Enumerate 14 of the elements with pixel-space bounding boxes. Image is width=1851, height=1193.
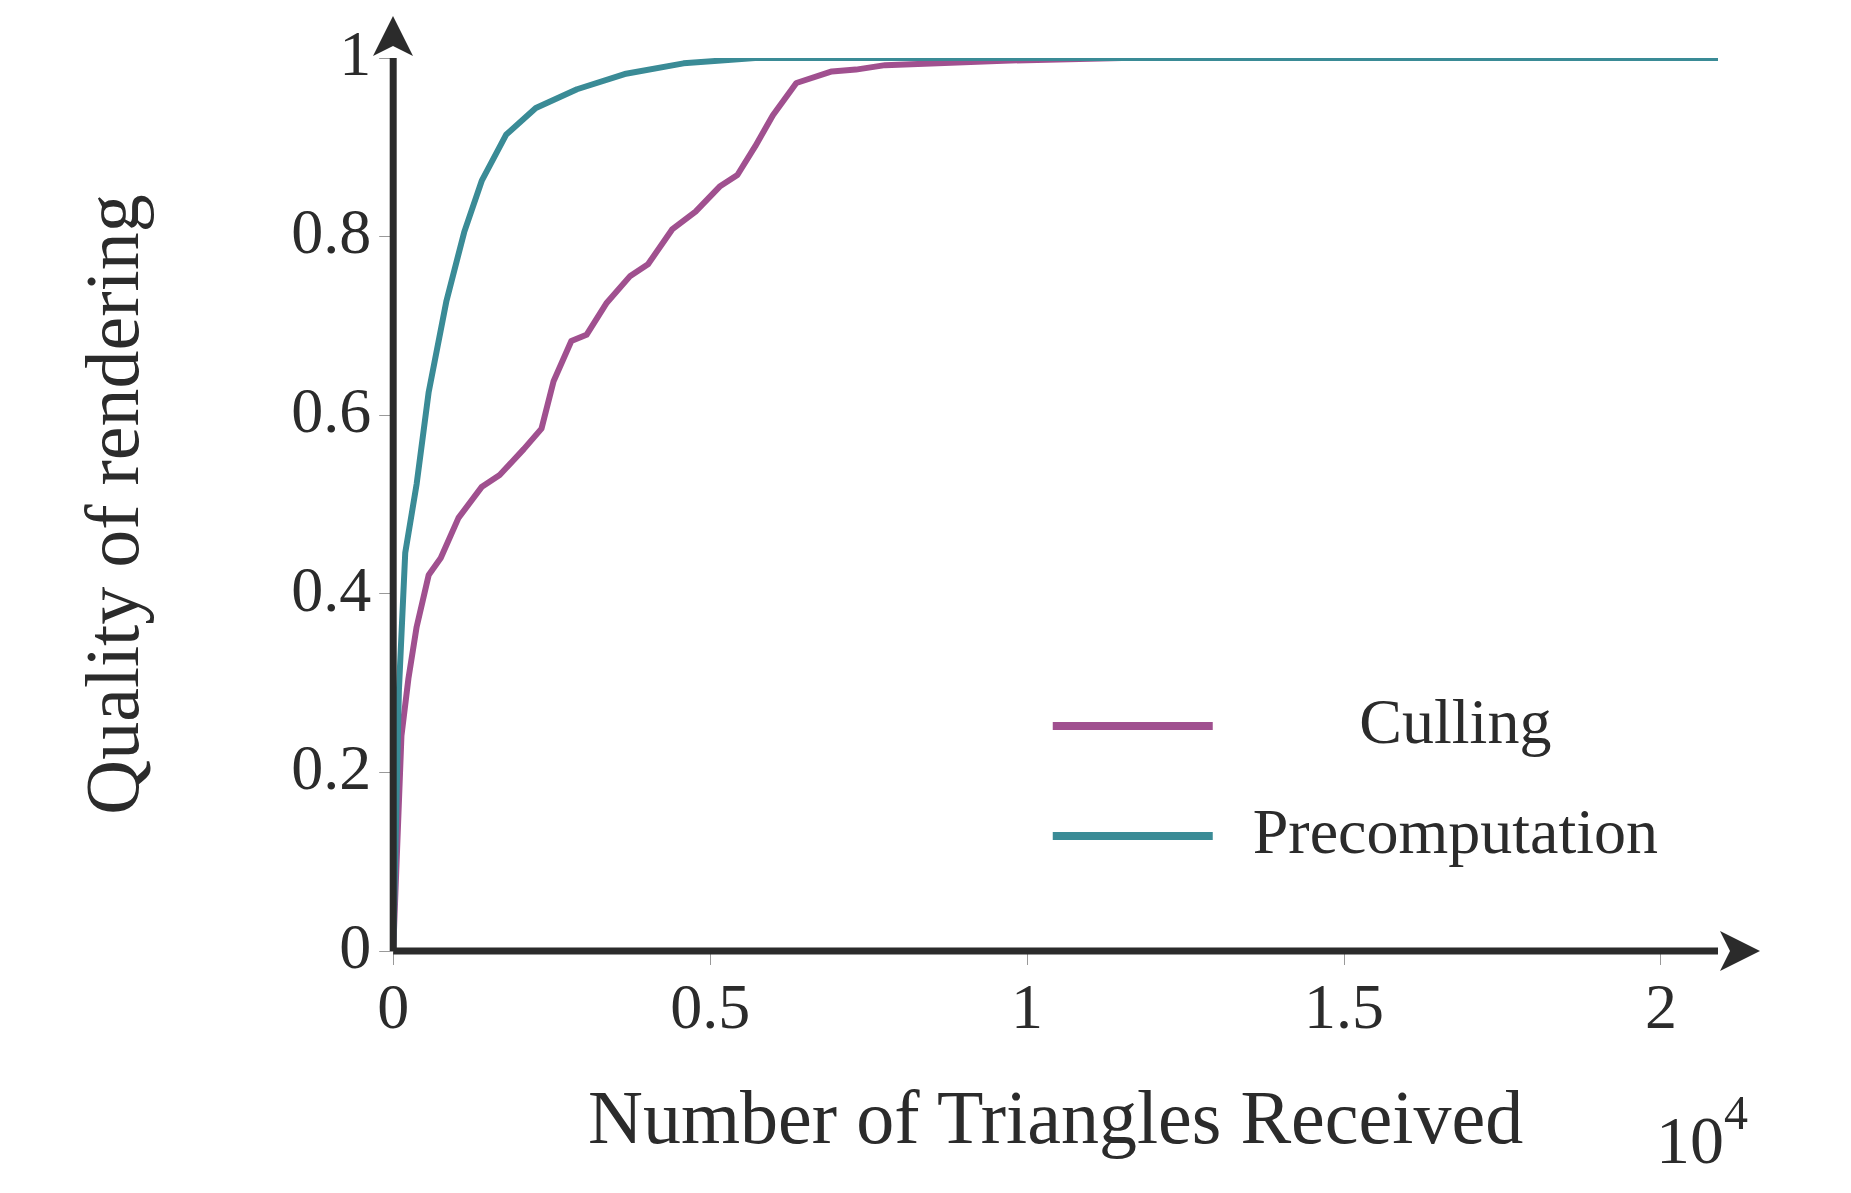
y-tick-label: 0.8 <box>291 196 372 268</box>
y-tick-label: 0.6 <box>291 375 372 447</box>
x-tick-label: 0.5 <box>670 971 751 1043</box>
x-axis-title: Number of Triangles Received <box>588 1075 1524 1160</box>
legend-label: Culling <box>1359 685 1552 757</box>
y-tick-label: 0 <box>339 910 372 982</box>
y-tick-label: 0.4 <box>291 553 372 625</box>
legend-label: Precomputation <box>1252 795 1658 867</box>
x-tick-label: 1 <box>1011 971 1044 1043</box>
y-axis-title: Quality of rendering <box>69 194 154 815</box>
y-tick-label: 1 <box>339 17 372 89</box>
x-tick-label: 1.5 <box>1304 971 1385 1043</box>
x-tick-label: 2 <box>1644 971 1677 1043</box>
y-tick-label: 0.2 <box>291 732 372 804</box>
